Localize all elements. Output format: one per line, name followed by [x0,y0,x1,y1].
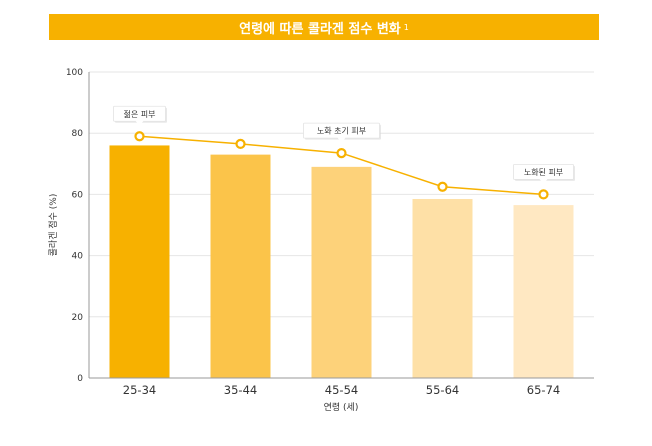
callout-label: 노화된 피부 [524,167,563,177]
trend-line [134,131,549,200]
y-tick-label: 0 [77,374,83,384]
trend-point [134,131,145,142]
y-tick-label: 100 [66,68,83,78]
bar [109,145,170,378]
x-tick-label: 65-74 [527,383,560,397]
y-tick-label: 60 [72,190,84,200]
callout: 노화된 피부 [513,163,575,185]
callout-pointer [539,178,548,185]
callout: 젊은 피부 [113,105,167,127]
y-tick-label: 40 [72,252,84,262]
callout: 노화 초기 피부 [303,122,381,144]
callout-pointer [337,137,346,144]
x-tick-label: 55-64 [426,383,459,397]
bar [412,198,473,378]
trend-point [437,181,448,192]
bars [109,145,574,378]
y-tick-label: 80 [72,129,84,139]
chart-title: 연령에 따른 콜라겐 점수 변화 [239,21,401,37]
callout-label: 젊은 피부 [124,110,156,119]
chart-title-bar: 연령에 따른 콜라겐 점수 변화 1 [49,14,599,40]
callout-pointer [135,120,144,127]
x-tick-label: 35-44 [224,383,257,397]
bar [210,154,271,378]
trend-point [235,138,246,150]
x-tick-label: 45-54 [325,383,358,397]
x-tick-label: 25-34 [123,383,156,397]
bar [311,166,372,378]
y-tick-label: 20 [72,313,84,323]
x-axis-title: 연령 (세) [324,401,359,413]
bar [513,205,574,378]
y-axis-title: 콜라겐 점수 (%) [47,194,59,257]
trend-point [336,147,347,159]
axes: 0 20 40 60 80 100 25-34 35-44 45-54 55-64 65-74 [66,68,594,397]
title-footnote: 1 [403,22,409,32]
trend-point [538,189,549,200]
callout-label: 노화 초기 피부 [317,127,366,136]
